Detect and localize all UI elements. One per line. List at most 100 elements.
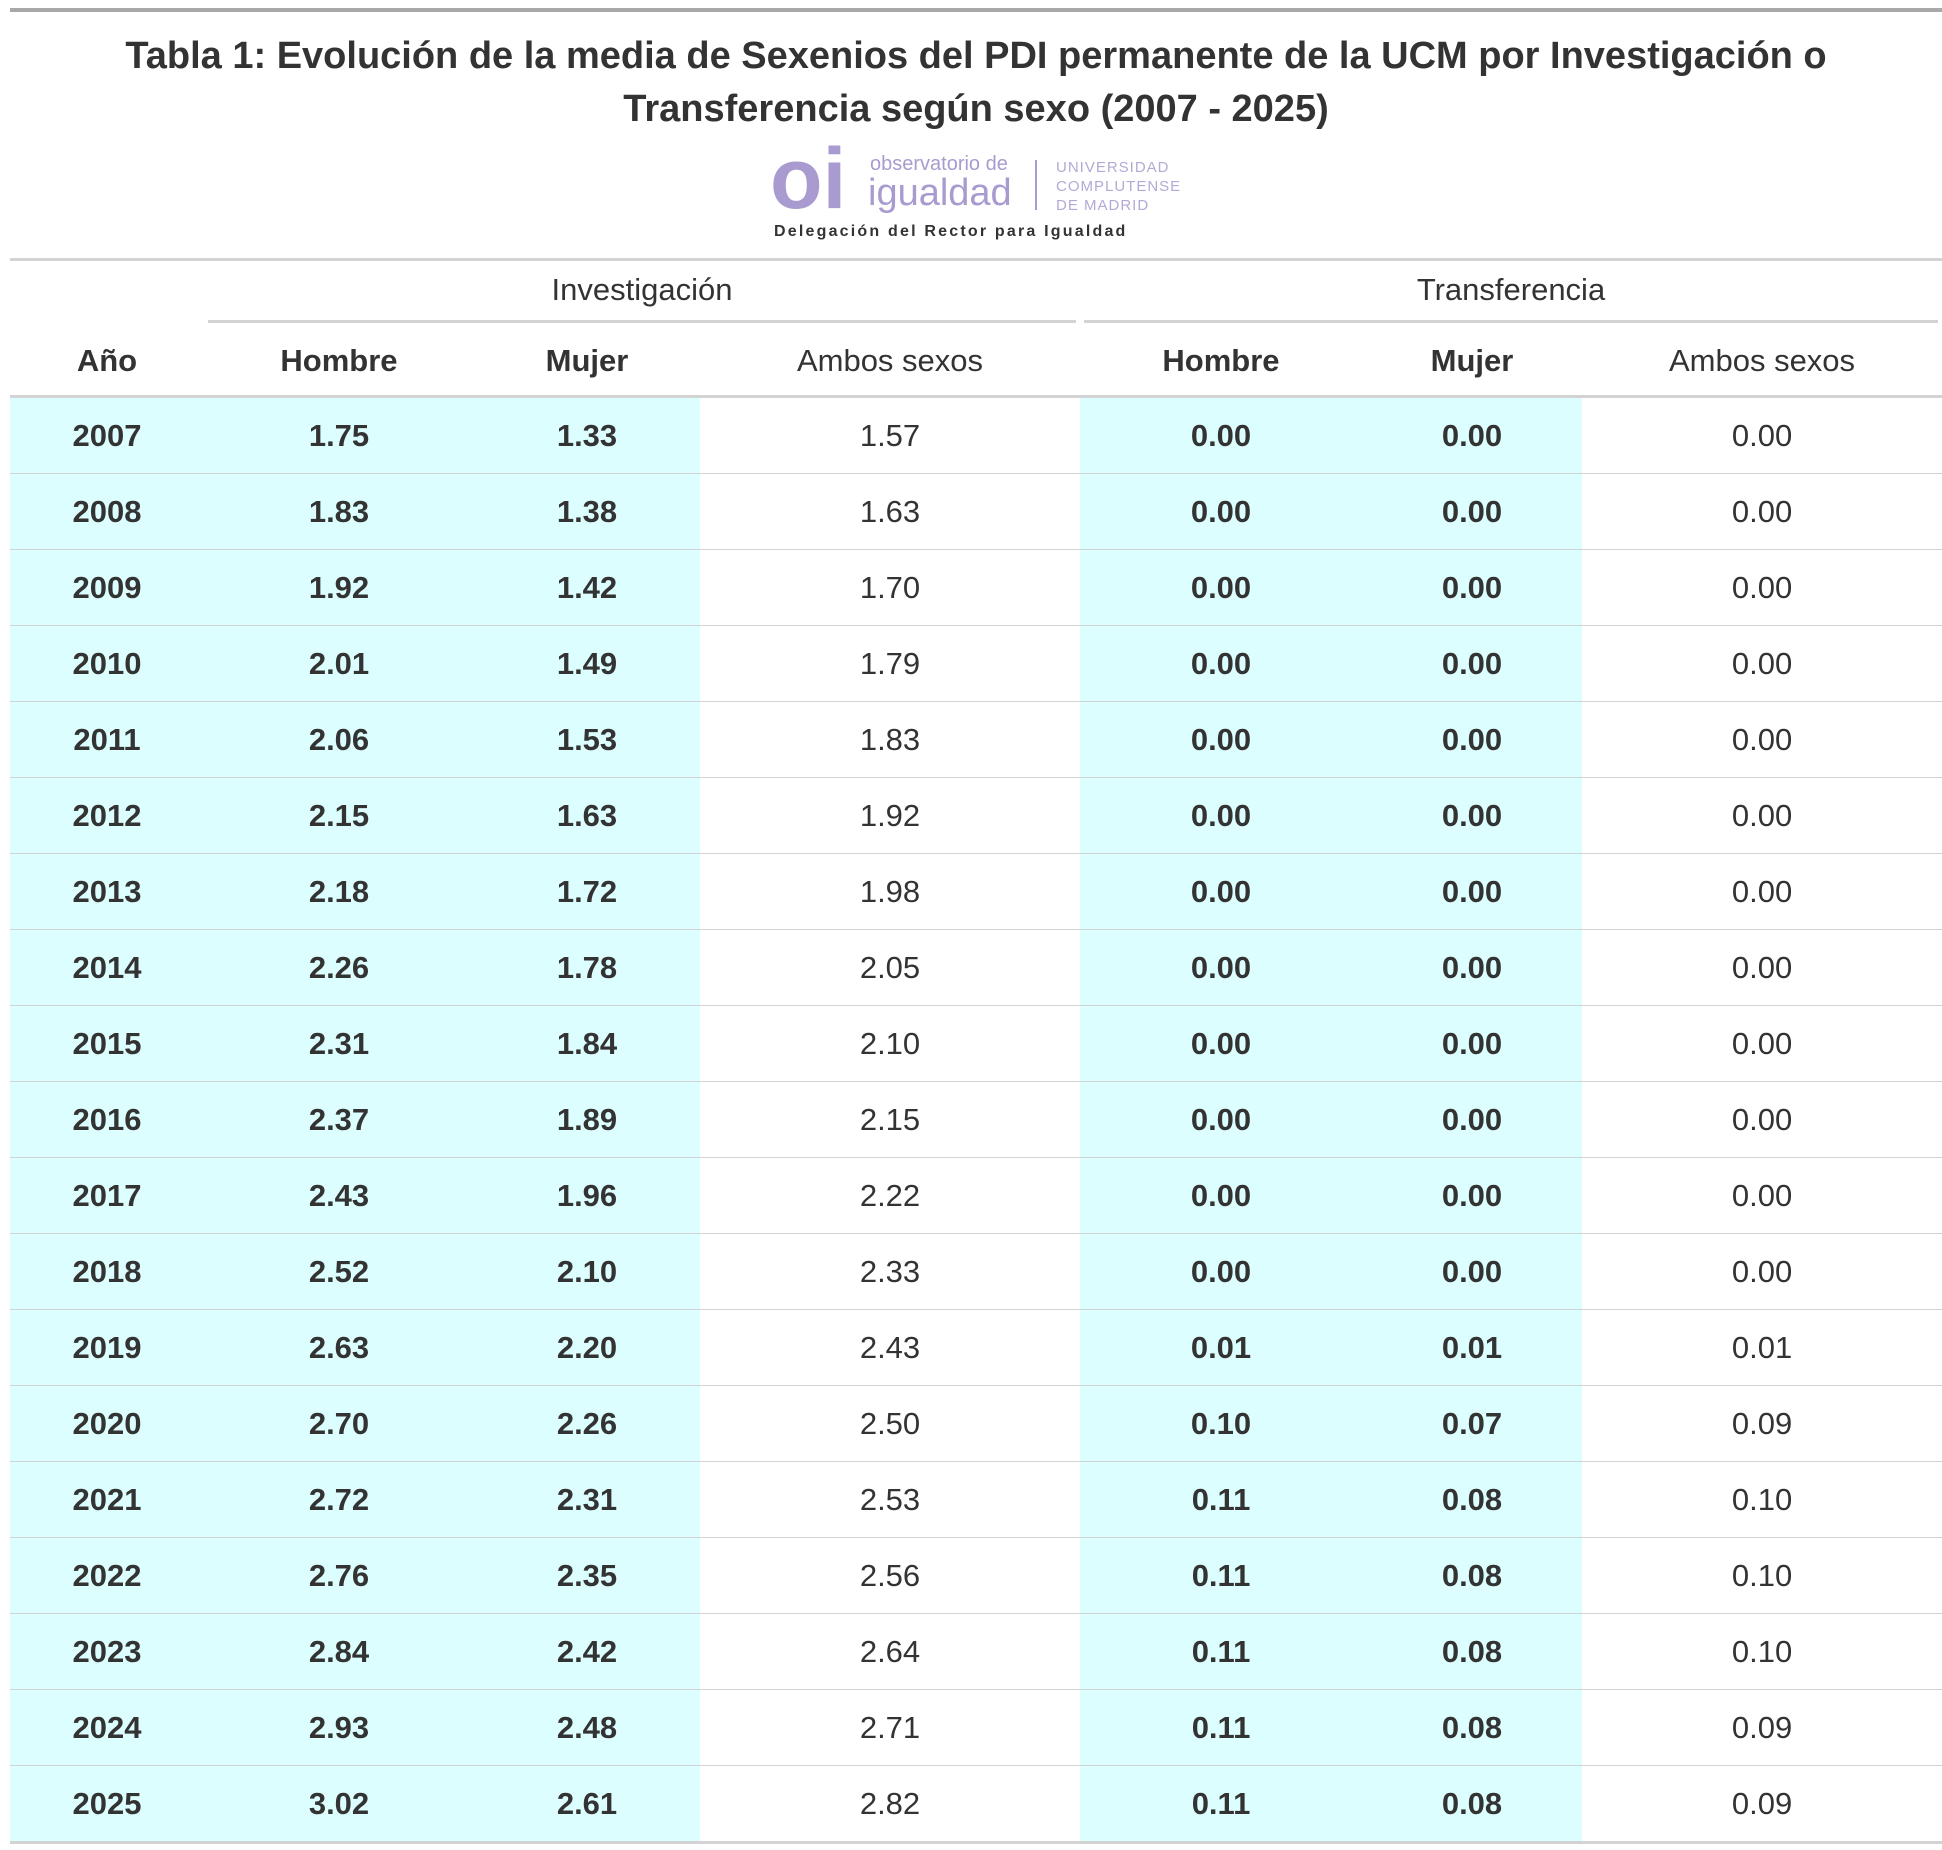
logo-text: igualdad [868, 172, 1012, 214]
table-cell: 1.75 [204, 396, 474, 474]
table-cell: 1.57 [700, 396, 1080, 474]
table-cell: 1.49 [474, 625, 700, 702]
table-cell: 2.43 [700, 1309, 1080, 1386]
table-cell: 1.38 [474, 473, 700, 550]
table-cell: 0.00 [1362, 1005, 1582, 1082]
table-cell: 0.00 [1582, 396, 1942, 474]
table-cell: 2.31 [204, 1005, 474, 1082]
header: Tabla 1: Evolución de la media de Sexeni… [10, 8, 1942, 260]
logo-mark: oi [770, 131, 846, 227]
table-cell: 2.56 [700, 1537, 1080, 1614]
table-cell: 2.22 [700, 1157, 1080, 1234]
table-cell: 2.53 [700, 1461, 1080, 1538]
spanner-label: Transferencia [1084, 266, 1939, 323]
column-header: Ambos sexos [1582, 327, 1942, 398]
table-cell: 2024 [10, 1689, 204, 1766]
table-cell: 2008 [10, 473, 204, 550]
column-header-row: Año Hombre Mujer Ambos sexos Hombre Mujer Ambo… [10, 327, 1942, 398]
table-cell: 2010 [10, 625, 204, 702]
table-cell: 0.00 [1362, 929, 1582, 1006]
table-cell: 1.84 [474, 1005, 700, 1082]
table-row: 2021 2.72 2.31 2.53 0.11 0.08 0.10 [10, 1461, 1942, 1538]
table-cell: 2018 [10, 1233, 204, 1310]
table-cell: 2013 [10, 853, 204, 930]
spanner: Transferencia [1080, 260, 1942, 328]
table-cell: 2.18 [204, 853, 474, 930]
table-cell: 0.00 [1582, 549, 1942, 626]
table-cell: 0.00 [1362, 625, 1582, 702]
table-cell: 0.00 [1080, 473, 1362, 550]
table-cell: 1.78 [474, 929, 700, 1006]
table-row: 2022 2.76 2.35 2.56 0.11 0.08 0.10 [10, 1537, 1942, 1614]
table-cell: 0.00 [1582, 701, 1942, 778]
table-cell: 0.07 [1362, 1385, 1582, 1462]
table-cell: 1.98 [700, 853, 1080, 930]
column-header: Hombre [1080, 327, 1362, 398]
table-row: 2018 2.52 2.10 2.33 0.00 0.00 0.00 [10, 1233, 1942, 1310]
table-cell: 0.08 [1362, 1689, 1582, 1766]
table-row: 2015 2.31 1.84 2.10 0.00 0.00 0.00 [10, 1005, 1942, 1082]
spanner: Investigación [204, 260, 1080, 328]
table-cell: 0.00 [1582, 929, 1942, 1006]
table-cell: 0.00 [1582, 1233, 1942, 1310]
table-cell: 2.37 [204, 1081, 474, 1158]
table-cell: 0.00 [1362, 1157, 1582, 1234]
table-cell: 2.61 [474, 1765, 700, 1843]
table-cell: 2.93 [204, 1689, 474, 1766]
table-cell: 1.70 [700, 549, 1080, 626]
table-cell: 0.08 [1362, 1537, 1582, 1614]
table-cell: 0.00 [1362, 1081, 1582, 1158]
column-header: Mujer [474, 327, 700, 398]
table-cell: 0.10 [1582, 1537, 1942, 1614]
table-cell: 0.00 [1080, 625, 1362, 702]
table-cell: 0.00 [1582, 1081, 1942, 1158]
table-cell: 0.09 [1582, 1385, 1942, 1462]
table-cell: 1.83 [700, 701, 1080, 778]
table-cell: 0.01 [1362, 1309, 1582, 1386]
table-cell: 0.00 [1362, 549, 1582, 626]
data-table: Investigación Transferencia Año Hombre Muj… [10, 258, 1942, 1844]
table-cell: 0.01 [1582, 1309, 1942, 1386]
table-cell: 2.63 [204, 1309, 474, 1386]
table-cell: 1.89 [474, 1081, 700, 1158]
table-cell: 2009 [10, 549, 204, 626]
table-cell: 2.82 [700, 1765, 1080, 1843]
table-cell: 2.15 [204, 777, 474, 854]
logo-tagline: Delegación del Rector para Igualdad [774, 223, 1128, 240]
table-cell: 0.09 [1582, 1765, 1942, 1843]
table-cell: 2.64 [700, 1613, 1080, 1690]
table-cell: 0.11 [1080, 1765, 1362, 1843]
table-row: 2007 1.75 1.33 1.57 0.00 0.00 0.00 [10, 396, 1942, 474]
table-cell: 2.35 [474, 1537, 700, 1614]
column-header: Ambos sexos [700, 327, 1080, 398]
table-cell: 2.06 [204, 701, 474, 778]
table-cell: 0.00 [1080, 1081, 1362, 1158]
table-cell: 0.00 [1080, 853, 1362, 930]
table-cell: 1.83 [204, 473, 474, 550]
table-row: 2023 2.84 2.42 2.64 0.11 0.08 0.10 [10, 1613, 1942, 1690]
table-cell: 0.11 [1080, 1689, 1362, 1766]
table-cell: 0.00 [1582, 625, 1942, 702]
column-header: Mujer [1362, 327, 1582, 398]
table-cell: 0.00 [1582, 777, 1942, 854]
table-cell: 2.84 [204, 1613, 474, 1690]
table-cell: 0.00 [1362, 853, 1582, 930]
table-row: 2020 2.70 2.26 2.50 0.10 0.07 0.09 [10, 1385, 1942, 1462]
table-cell: 0.08 [1362, 1765, 1582, 1843]
table-cell: 2022 [10, 1537, 204, 1614]
table-row: 2025 3.02 2.61 2.82 0.11 0.08 0.09 [10, 1765, 1942, 1843]
table-cell: 1.96 [474, 1157, 700, 1234]
table-cell: 0.00 [1362, 396, 1582, 474]
table-cell: 0.08 [1362, 1613, 1582, 1690]
table-cell: 3.02 [204, 1765, 474, 1843]
table-cell: 0.10 [1582, 1461, 1942, 1538]
table-cell: 0.00 [1362, 701, 1582, 778]
table-cell: 2017 [10, 1157, 204, 1234]
table-cell: 2.71 [700, 1689, 1080, 1766]
table-cell: 0.00 [1362, 473, 1582, 550]
table-cell: 0.00 [1582, 1005, 1942, 1082]
table-cell: 0.11 [1080, 1461, 1362, 1538]
empty-cell [10, 260, 204, 328]
table-cell: 2.50 [700, 1385, 1080, 1462]
title: Tabla 1: Evolución de la media de Sexeni… [125, 35, 1827, 130]
